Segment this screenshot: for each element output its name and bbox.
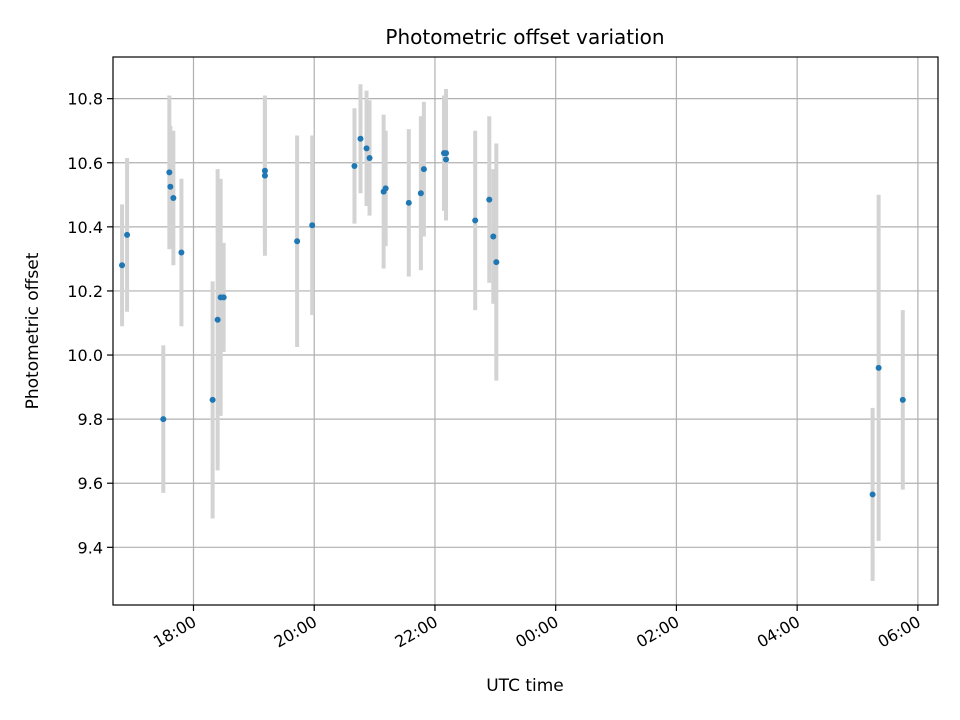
data-point <box>294 238 301 245</box>
data-point <box>357 135 364 142</box>
data-points <box>119 135 906 498</box>
y-tick-label: 10.4 <box>67 218 103 237</box>
y-axis-ticks: 9.4 9.6 9.8 10.0 10.2 10.4 10.6 10.8 <box>67 90 113 557</box>
y-tick-label: 10.2 <box>67 282 103 301</box>
y-axis-title: Photometric offset <box>23 252 43 409</box>
y-tick-label: 10.0 <box>67 346 103 365</box>
data-point <box>214 316 221 323</box>
data-point <box>417 190 424 197</box>
data-point <box>405 199 412 206</box>
data-point <box>261 172 268 179</box>
data-point <box>869 491 876 498</box>
data-point <box>209 396 216 403</box>
data-point <box>490 233 497 240</box>
data-point <box>160 416 167 423</box>
data-point <box>875 364 882 371</box>
plot-frame <box>112 56 939 606</box>
data-point <box>220 294 227 301</box>
data-point <box>899 396 906 403</box>
y-tick-label: 10.8 <box>67 90 103 109</box>
data-point <box>443 150 450 157</box>
data-point <box>363 145 370 152</box>
data-point <box>382 185 389 192</box>
data-point <box>166 169 173 176</box>
data-point <box>486 196 493 203</box>
data-point <box>420 166 427 173</box>
y-tick-label: 9.6 <box>78 474 103 493</box>
y-tick-label: 9.8 <box>78 410 103 429</box>
y-tick-label: 10.6 <box>67 154 103 173</box>
data-point <box>351 162 358 169</box>
y-tick-label: 9.4 <box>78 538 103 557</box>
data-point <box>493 259 500 266</box>
data-point <box>472 217 479 224</box>
x-axis-title: UTC time <box>486 676 564 696</box>
data-point <box>261 167 268 174</box>
data-point <box>124 231 131 238</box>
grid-lines <box>113 57 938 605</box>
data-point <box>309 222 316 229</box>
data-point <box>366 154 373 161</box>
data-point <box>167 183 174 190</box>
data-point <box>443 156 450 163</box>
data-point <box>178 249 185 256</box>
chart-title: Photometric offset variation <box>385 25 664 49</box>
data-point <box>170 195 177 202</box>
data-point <box>119 262 126 269</box>
